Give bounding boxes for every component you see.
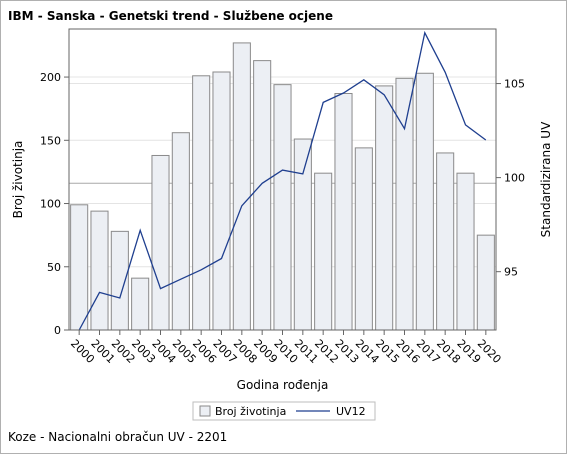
y-tick-label: 50 [47,261,61,274]
y2-tick-label: 95 [504,266,518,279]
bar [456,172,475,331]
y-axis-title: Broj životinja [11,141,25,219]
y-tick-label: 200 [40,71,61,84]
bar [70,204,89,331]
y2-axis-title: Standardizirana UV [539,121,553,237]
bar [192,75,211,331]
bar [232,42,251,331]
y2-tick-label: 105 [504,78,525,91]
bar [90,210,109,331]
y2-tick-label: 100 [504,172,525,185]
legend [192,401,376,421]
legend-label-bars: Broj životinja [215,405,286,418]
y-tick-label: 100 [40,198,61,211]
series-line-uv12 [78,30,487,331]
bar [314,172,333,331]
chart-title: IBM - Sanska - Genetski trend - Službene… [8,9,333,23]
bar [212,71,231,331]
bar [476,234,495,331]
footnote: Koze - Nacionalni obračun UV - 2201 [8,430,228,444]
bar [171,132,190,331]
bar [273,84,292,331]
y-tick-label: 0 [54,324,61,337]
bar [436,152,455,331]
x-axis-title: Godina rođenja [237,378,329,392]
bar [334,93,353,331]
bar [395,77,414,331]
bar [151,154,170,331]
bar [375,85,394,331]
bar [293,138,312,331]
bar [131,277,150,331]
legend-label-line: UV12 [336,405,366,418]
y-tick-label: 150 [40,134,61,147]
bar [354,147,373,331]
legend-swatch-bar [199,405,211,417]
bar [110,230,129,331]
bar [253,60,272,331]
bar [415,72,434,331]
